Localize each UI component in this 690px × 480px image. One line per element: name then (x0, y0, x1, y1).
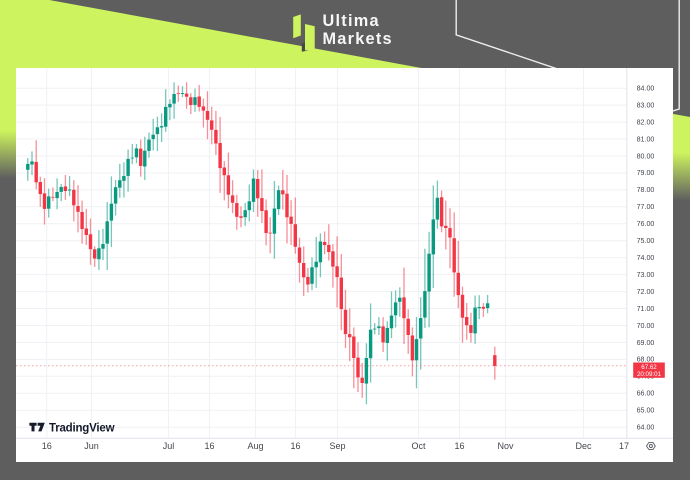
svg-text:83.00: 83.00 (636, 102, 654, 110)
svg-text:Sep: Sep (329, 441, 345, 451)
svg-text:82.00: 82.00 (636, 119, 654, 127)
svg-text:69.00: 69.00 (636, 339, 654, 347)
svg-text:79.00: 79.00 (636, 169, 654, 177)
svg-text:67.62: 67.62 (641, 364, 657, 371)
svg-text:16: 16 (454, 441, 464, 451)
svg-text:TradingView: TradingView (49, 423, 115, 435)
svg-text:71.00: 71.00 (636, 305, 654, 313)
svg-text:Jun: Jun (84, 441, 99, 451)
svg-text:Dec: Dec (575, 441, 592, 451)
svg-text:66.00: 66.00 (636, 390, 654, 398)
svg-text:72.00: 72.00 (636, 288, 654, 296)
svg-text:Nov: Nov (497, 441, 514, 451)
svg-text:Oct: Oct (411, 441, 426, 451)
svg-text:68.00: 68.00 (636, 356, 654, 364)
svg-text:74.00: 74.00 (636, 254, 654, 262)
svg-text:84.00: 84.00 (636, 85, 654, 93)
svg-text:81.00: 81.00 (636, 136, 654, 144)
svg-text:70.00: 70.00 (636, 322, 654, 330)
svg-text:Aug: Aug (247, 441, 263, 451)
svg-text:20:09:01: 20:09:01 (636, 371, 661, 378)
svg-text:75.00: 75.00 (636, 237, 654, 245)
svg-text:65.00: 65.00 (636, 407, 654, 415)
svg-text:64.00: 64.00 (636, 424, 654, 432)
svg-text:80.00: 80.00 (636, 153, 654, 161)
svg-text:76.00: 76.00 (636, 220, 654, 228)
svg-text:78.00: 78.00 (636, 186, 654, 194)
svg-text:16: 16 (204, 441, 214, 451)
svg-text:16: 16 (41, 441, 51, 451)
svg-text:77.00: 77.00 (636, 203, 654, 211)
svg-text:73.00: 73.00 (636, 271, 654, 279)
svg-text:Jul: Jul (162, 441, 174, 451)
svg-text:17: 17 (618, 441, 628, 451)
svg-text:16: 16 (290, 441, 300, 451)
